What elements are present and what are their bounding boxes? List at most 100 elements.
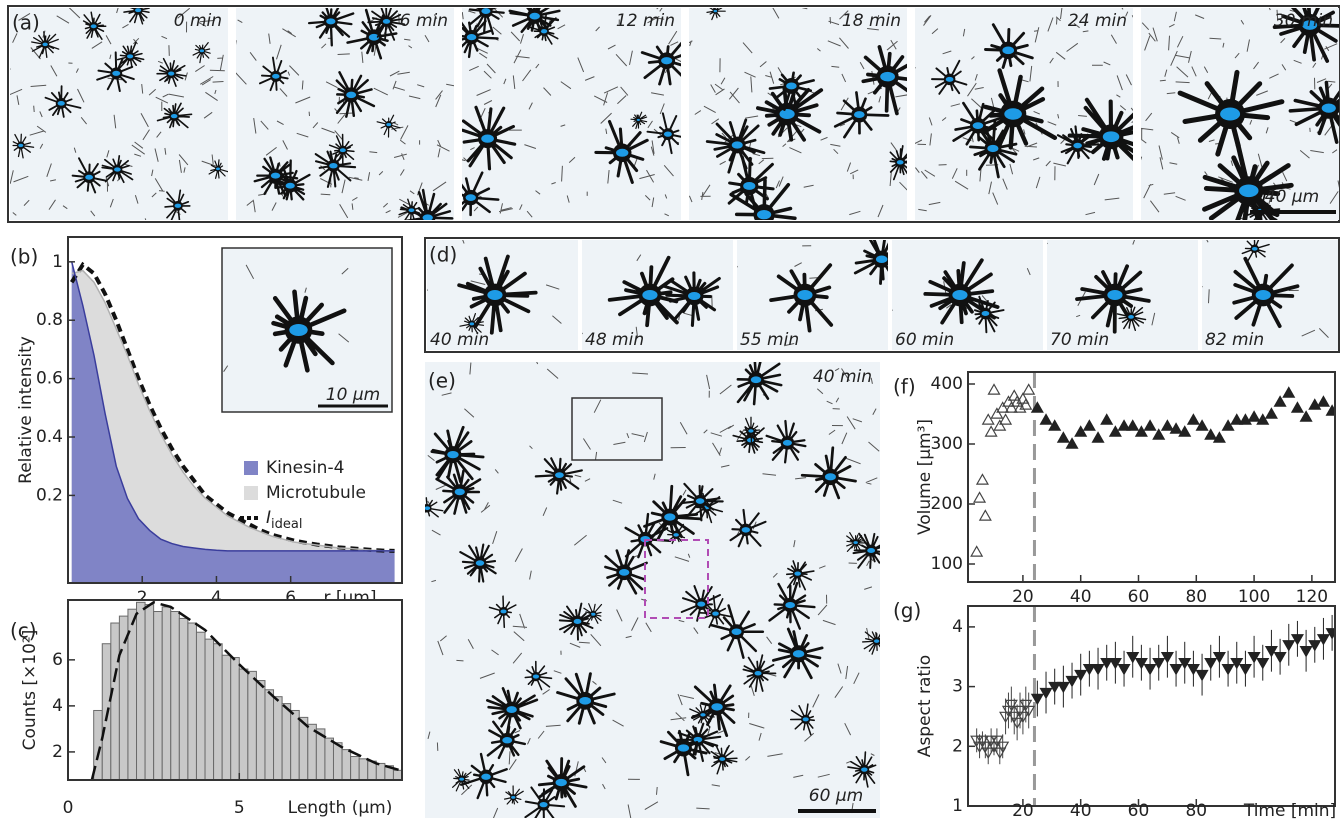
histogram-bar (256, 681, 265, 780)
y-tick-label: 4 (952, 617, 963, 637)
motor-cluster (637, 119, 640, 121)
y-tick-label: 300 (931, 434, 963, 454)
y-tick-label: 2 (52, 742, 63, 762)
motor-cluster (952, 290, 967, 300)
motor-cluster (1073, 143, 1082, 149)
histogram-bar (342, 750, 351, 780)
motor-cluster (329, 163, 337, 168)
time-label: 60 min (895, 330, 954, 350)
motor-cluster (481, 135, 494, 143)
time-label: 18 min (842, 11, 901, 31)
motor-cluster (732, 628, 742, 634)
histogram-bar (196, 632, 205, 780)
motor-cluster (867, 548, 875, 553)
motor-cluster (541, 29, 547, 33)
motor-cluster (1128, 315, 1134, 319)
x-tick-label: 5 (234, 798, 245, 818)
motor-cluster (85, 175, 93, 180)
motor-cluster (459, 778, 464, 781)
page: {"figure": { "panel_a": {"label": "(a)",… (0, 0, 1341, 819)
motor-cluster (853, 541, 857, 544)
x-tick-label: 40 (1070, 801, 1092, 819)
motor-cluster (58, 101, 65, 106)
time-label: 82 min (1205, 330, 1264, 350)
motor-cluster (135, 8, 141, 12)
legend-swatch (244, 486, 258, 500)
plot-area (968, 372, 1338, 582)
motor-cluster (874, 639, 879, 642)
y-tick-label: 1 (952, 796, 963, 816)
legend-label: Kinesin-4 (266, 458, 344, 478)
histogram-bar (274, 697, 283, 780)
histogram-bar (111, 623, 120, 780)
motor-cluster (982, 311, 990, 316)
micrograph (235, 3, 458, 242)
motor-cluster (470, 322, 475, 325)
x-tick-label: 80 (1185, 801, 1207, 819)
time-label: 70 min (1050, 330, 1109, 350)
histogram-bar (393, 770, 402, 780)
time-label: 55 min (740, 330, 799, 350)
motor-cluster (786, 83, 797, 90)
motor-cluster (500, 609, 506, 613)
motor-cluster (272, 74, 279, 79)
motor-cluster (678, 744, 689, 751)
motor-cluster (794, 572, 800, 576)
plot-area (968, 606, 1338, 806)
y-tick-label: 200 (931, 494, 963, 514)
histogram-bar (179, 618, 188, 780)
histogram-bar (162, 607, 171, 780)
motor-cluster (714, 10, 718, 12)
motor-cluster (175, 204, 182, 208)
motor-cluster (555, 472, 564, 478)
motor-cluster (751, 376, 761, 383)
motor-cluster (286, 183, 295, 189)
motor-cluster (664, 513, 675, 520)
y-tick-label: 0.8 (36, 310, 63, 330)
y-tick-label: 100 (931, 554, 963, 574)
micrograph (688, 3, 925, 248)
y-axis-title: Relative intensity (16, 336, 36, 484)
figure: 0 min6 min12 min18 min24 min30 min(a)40 … (0, 0, 1341, 819)
motor-cluster (91, 24, 97, 28)
motor-cluster (127, 54, 133, 58)
motor-cluster (803, 717, 809, 721)
micrograph (415, 352, 891, 819)
histogram-bar (222, 655, 231, 780)
motor-cluster (783, 440, 792, 446)
motor-cluster (481, 8, 490, 14)
motor-cluster (825, 473, 836, 480)
histogram-bar (239, 669, 248, 780)
histogram-bar (231, 658, 240, 780)
legend-subscript: ideal (271, 517, 302, 532)
motor-cluster (574, 619, 582, 624)
micrograph (451, 0, 694, 220)
histogram-bar (145, 605, 154, 780)
motor-cluster (797, 290, 812, 300)
histogram-bar (205, 639, 214, 780)
y-tick-label: 0.2 (36, 485, 63, 505)
motor-cluster (785, 602, 795, 608)
motor-cluster (642, 290, 657, 300)
scale-bar-label: 10 µm (326, 385, 380, 405)
motor-cluster (1107, 290, 1122, 300)
motor-cluster (1256, 290, 1271, 300)
motor-cluster (1220, 108, 1240, 121)
motor-cluster (346, 92, 356, 99)
motor-cluster (987, 145, 998, 152)
histogram-bar (248, 671, 257, 780)
motor-cluster (973, 122, 984, 129)
x-tick-label: 60 (1128, 587, 1150, 607)
motor-cluster (1002, 47, 1014, 55)
x-tick-label: 20 (1012, 587, 1034, 607)
x-tick-label: 100 (1238, 587, 1270, 607)
motor-cluster (533, 675, 539, 679)
legend-name: Kinesin-4 (266, 458, 344, 478)
motor-cluster (326, 18, 335, 24)
motor-cluster (42, 43, 47, 47)
x-tick-label: 20 (1012, 801, 1034, 819)
motor-cluster (880, 72, 895, 82)
x-tick-label: 40 (1070, 587, 1092, 607)
panel-label: (f) (893, 375, 916, 399)
histogram-bar (265, 690, 274, 780)
